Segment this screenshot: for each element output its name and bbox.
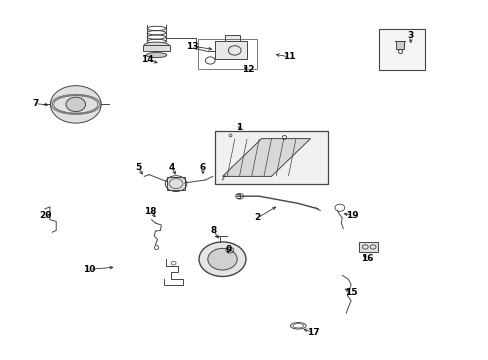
- Bar: [224, 35, 239, 41]
- Text: 9: 9: [225, 245, 232, 253]
- Text: 15: 15: [344, 288, 357, 297]
- Circle shape: [199, 242, 245, 276]
- Text: 8: 8: [210, 226, 216, 235]
- Text: 2: 2: [254, 213, 260, 222]
- Bar: [215, 41, 246, 59]
- Polygon shape: [222, 139, 310, 176]
- Text: 7: 7: [32, 99, 39, 108]
- Text: 14: 14: [141, 55, 154, 63]
- Text: 1: 1: [236, 123, 242, 132]
- Text: 18: 18: [144, 207, 157, 216]
- Bar: [167, 177, 184, 190]
- Text: 5: 5: [135, 163, 141, 172]
- Bar: [359, 242, 377, 252]
- Text: 19: 19: [345, 211, 358, 220]
- Bar: [142, 45, 170, 51]
- Text: 10: 10: [83, 265, 96, 274]
- Text: 3: 3: [407, 31, 413, 40]
- Text: 20: 20: [39, 211, 51, 220]
- Text: 12: 12: [242, 65, 254, 74]
- Circle shape: [207, 248, 237, 270]
- Ellipse shape: [146, 53, 166, 58]
- Bar: [198, 39, 256, 69]
- Text: 6: 6: [200, 163, 205, 172]
- Bar: [395, 41, 403, 49]
- Text: 16: 16: [361, 254, 373, 263]
- Text: 11: 11: [283, 52, 295, 61]
- Circle shape: [50, 86, 101, 123]
- Ellipse shape: [144, 42, 168, 48]
- Bar: [215, 131, 327, 184]
- Text: 17: 17: [306, 328, 319, 337]
- Circle shape: [66, 97, 85, 112]
- Bar: [378, 29, 425, 70]
- Text: 13: 13: [185, 41, 198, 50]
- Text: 4: 4: [168, 163, 175, 172]
